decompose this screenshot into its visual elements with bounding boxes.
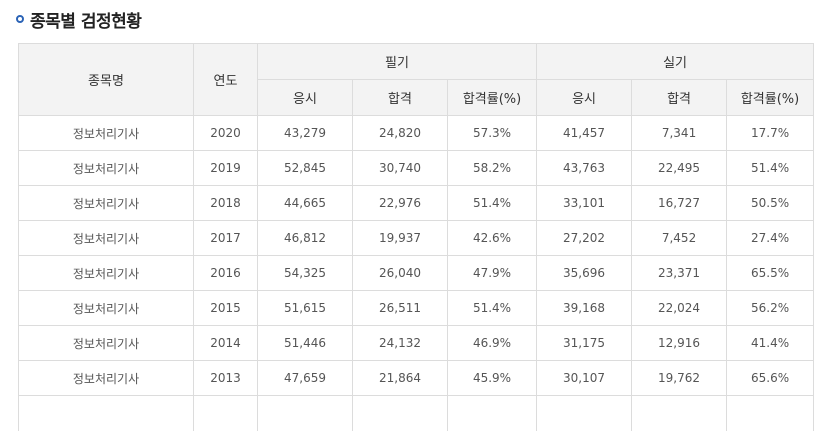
cell-name: 정보처리기사: [18, 220, 194, 256]
cell-written-rate: 42.6%: [446, 220, 538, 256]
cell-practical-applicants: 41,457: [536, 115, 633, 151]
table-row: 정보처리기사 2014 51,446 24,132 46.9% 31,175 12,916 4…: [18, 325, 815, 361]
cell-written-passed: 24,820: [352, 115, 448, 151]
cell-year: 2017: [193, 220, 258, 256]
cell-written-applicants: 54,325: [257, 255, 353, 291]
page-title: 종목별 검정현황: [30, 11, 142, 32]
cell-written-applicants: 43,279: [257, 115, 353, 151]
header-written: 필기: [256, 43, 538, 80]
cell-practical-rate: 56.2%: [726, 290, 815, 326]
header-written-passed: 합격: [352, 79, 448, 116]
cell-year: 2020: [193, 115, 258, 151]
table-row: 정보처리기사 2020 43,279 24,820 57.3% 41,457 7,341 17…: [18, 115, 815, 151]
cell-written-passed: 21,864: [352, 360, 448, 396]
cell-practical-applicants: 39,168: [536, 290, 633, 326]
cell-practical-rate: 50.5%: [726, 185, 815, 221]
cell-practical-applicants: 43,763: [536, 150, 633, 186]
table-row: 정보처리기사 2017 46,812 19,937 42.6% 27,202 7,452 27…: [18, 220, 815, 256]
cell-practical-passed: 16,727: [631, 185, 728, 221]
cell-written-rate: 45.9%: [446, 360, 538, 396]
table-header: 종목명 연도 필기 실기 응시 합격 합격률(%) 응시 합격 합격률(%): [18, 43, 815, 116]
cell-practical-applicants: 27,202: [536, 220, 633, 256]
cell-practical-passed: 7,452: [631, 220, 728, 256]
cell-written-applicants: 51,615: [257, 290, 353, 326]
cell-practical-passed: 19,762: [631, 360, 728, 396]
header-practical-applicants: 응시: [536, 79, 633, 116]
cell-practical-rate: 65.5%: [726, 255, 815, 291]
cell-written-passed: 24,132: [352, 325, 448, 361]
cell-written-applicants: 46,812: [257, 220, 353, 256]
cell-name: 정보처리기사: [18, 150, 194, 186]
cell-practical-applicants: 35,696: [536, 255, 633, 291]
cell-name: 정보처리기사: [18, 360, 194, 396]
cell-practical-applicants: 30,107: [536, 360, 633, 396]
cell-year: 2016: [193, 255, 258, 291]
cell-year: 2015: [193, 290, 258, 326]
cell-practical-rate: 17.7%: [726, 115, 815, 151]
cell-name: 정보처리기사: [18, 290, 194, 326]
header-practical: 실기: [536, 43, 815, 80]
header-written-applicants: 응시: [257, 79, 353, 116]
cell-practical-rate: 27.4%: [726, 220, 815, 256]
exam-stats-table: 종목명 연도 필기 실기 응시 합격 합격률(%) 응시 합격 합격률(%) 정…: [18, 43, 815, 431]
section-title-row: 종목별 검정현황: [16, 7, 142, 32]
cell-practical-rate: 41.4%: [726, 325, 815, 361]
cell-written-rate: 46.9%: [446, 325, 538, 361]
header-year: 연도: [193, 43, 258, 116]
table-row: 정보처리기사 2018 44,665 22,976 51.4% 33,101 16,727 5…: [18, 185, 815, 221]
cell-written-rate: 58.2%: [446, 150, 538, 186]
cell-written-passed: 19,937: [352, 220, 448, 256]
cell-written-applicants: 52,845: [257, 150, 353, 186]
cell-written-applicants: 47,659: [257, 360, 353, 396]
table-body: 정보처리기사 2020 43,279 24,820 57.3% 41,457 7,341 17…: [18, 115, 815, 431]
cell-practical-passed: 22,495: [631, 150, 728, 186]
cell-written-passed: 26,511: [352, 290, 448, 326]
cell-name: 정보처리기사: [18, 115, 194, 151]
table-row: 정보처리기사 2015 51,615 26,511 51.4% 39,168 22,024 5…: [18, 290, 815, 326]
cell-practical-passed: 23,371: [631, 255, 728, 291]
cell-written-passed: 30,740: [352, 150, 448, 186]
cell-written-passed: 22,976: [352, 185, 448, 221]
cell-written-applicants: 44,665: [257, 185, 353, 221]
header-practical-rate: 합격률(%): [726, 79, 815, 116]
table-row: 정보처리기사 2016 54,325 26,040 47.9% 35,696 23,371 6…: [18, 255, 815, 291]
cell-written-rate: 51.4%: [446, 290, 538, 326]
cell-year: 2018: [193, 185, 258, 221]
cell-name: 정보처리기사: [18, 185, 194, 221]
header-written-rate: 합격률(%): [446, 79, 538, 116]
cell-name: 정보처리기사: [18, 255, 194, 291]
cell-year: 2019: [193, 150, 258, 186]
cell-practical-rate: 51.4%: [726, 150, 815, 186]
cell-practical-applicants: 33,101: [536, 185, 633, 221]
cell-practical-passed: 7,341: [631, 115, 728, 151]
header-practical-passed: 합격: [631, 79, 728, 116]
table-row: 정보처리기사 2013 47,659 21,864 45.9% 30,107 19,762 6…: [18, 360, 815, 396]
cell-written-rate: 57.3%: [446, 115, 538, 151]
cell-written-applicants: 51,446: [257, 325, 353, 361]
cell-practical-applicants: 31,175: [536, 325, 633, 361]
cell-written-rate: 51.4%: [446, 185, 538, 221]
cell-practical-passed: 12,916: [631, 325, 728, 361]
cell-practical-rate: 65.6%: [726, 360, 815, 396]
cell-year: 2014: [193, 325, 258, 361]
header-name: 종목명: [18, 43, 194, 116]
table-row: 정보처리기사 2019 52,845 30,740 58.2% 43,763 22,495 5…: [18, 150, 815, 186]
cell-written-rate: 47.9%: [446, 255, 538, 291]
cell-written-passed: 26,040: [352, 255, 448, 291]
circle-bullet-icon: [16, 15, 24, 23]
cell-year: 2013: [193, 360, 258, 396]
cell-practical-passed: 22,024: [631, 290, 728, 326]
cell-name: 정보처리기사: [18, 325, 194, 361]
